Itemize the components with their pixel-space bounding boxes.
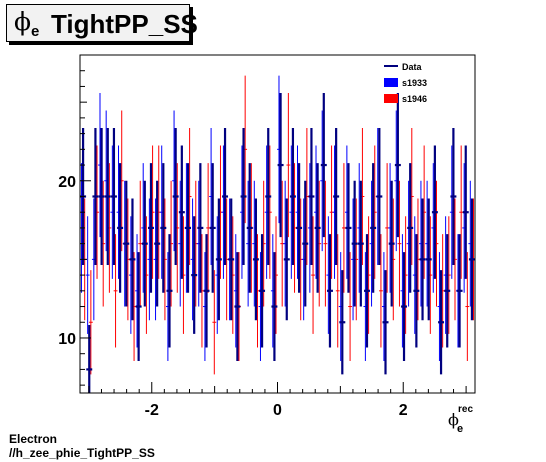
x-tick-label: 0 [273,402,282,419]
histogram-plot: -2 0 2 10 20 Data s1933 s1946 [58,54,476,419]
title-symbol: ϕ [14,7,32,36]
legend-label-data: Data [402,62,423,72]
x-axis-title: ϕ rec e [448,404,488,438]
legend-label-s1946: s1946 [402,94,427,104]
series-layer [79,75,476,393]
title-subscript: e [31,23,40,40]
series-data [80,93,475,393]
x-tick-label: 2 [399,402,408,419]
footer-label: Electron [9,432,58,446]
title-text: TightPP_SS [51,9,198,39]
axes-layer: -2 0 2 10 20 [58,54,467,419]
series-s1946 [82,75,476,375]
x-axis-subscript: e [457,423,464,435]
x-tick-label: -2 [145,402,159,419]
footer-path: //h_zee_phie_TightPP_SS [9,446,155,460]
y-tick-label: 20 [58,174,76,191]
legend-label-s1933: s1933 [402,78,427,88]
title-box: ϕ e TightPP_SS [6,4,198,42]
legend-swatch-s1946 [384,94,398,103]
x-axis-superscript: rec [458,404,474,415]
y-tick-label: 10 [58,331,76,348]
legend-swatch-s1933 [384,78,398,87]
x-axis-symbol: ϕ [448,410,459,429]
legend: Data s1933 s1946 [384,62,427,104]
